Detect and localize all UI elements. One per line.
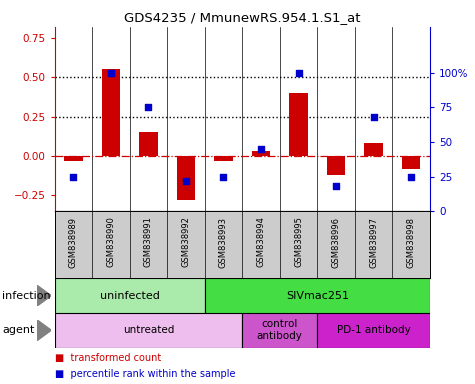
- Point: [332, 183, 340, 189]
- Bar: [64, 156, 83, 161]
- Text: ■  percentile rank within the sample: ■ percentile rank within the sample: [55, 369, 235, 379]
- Text: GSM838989: GSM838989: [69, 217, 78, 268]
- Text: control
antibody: control antibody: [257, 319, 303, 341]
- Polygon shape: [37, 285, 51, 306]
- Text: GSM838991: GSM838991: [144, 217, 153, 267]
- Text: GSM838998: GSM838998: [407, 217, 416, 268]
- Text: GSM838990: GSM838990: [106, 217, 115, 267]
- Text: GSM838993: GSM838993: [219, 217, 228, 268]
- Text: GSM838995: GSM838995: [294, 217, 303, 267]
- Bar: [327, 156, 345, 175]
- Title: GDS4235 / MmunewRS.954.1.S1_at: GDS4235 / MmunewRS.954.1.S1_at: [124, 11, 361, 24]
- Point: [182, 178, 190, 184]
- Polygon shape: [37, 320, 51, 341]
- Bar: [177, 156, 195, 200]
- Bar: [139, 132, 158, 156]
- Bar: [102, 70, 120, 156]
- Bar: [55, 278, 205, 313]
- Point: [370, 114, 377, 120]
- Point: [219, 174, 227, 180]
- Text: PD-1 antibody: PD-1 antibody: [337, 325, 410, 335]
- Point: [407, 174, 415, 180]
- Bar: [242, 313, 317, 348]
- Bar: [55, 313, 242, 348]
- Text: GSM838997: GSM838997: [369, 217, 378, 268]
- Bar: [317, 313, 430, 348]
- Text: GSM838994: GSM838994: [256, 217, 266, 267]
- Bar: [214, 156, 233, 161]
- Text: agent: agent: [2, 325, 35, 335]
- Point: [144, 104, 152, 110]
- Bar: [364, 144, 383, 156]
- Point: [294, 70, 302, 76]
- Text: SIVmac251: SIVmac251: [286, 291, 349, 301]
- Text: untreated: untreated: [123, 325, 174, 335]
- Bar: [402, 156, 420, 169]
- Bar: [289, 93, 308, 156]
- Text: infection: infection: [2, 291, 51, 301]
- Point: [69, 174, 77, 180]
- Bar: [252, 151, 270, 156]
- Bar: [205, 278, 430, 313]
- Text: GSM838996: GSM838996: [332, 217, 341, 268]
- Text: uninfected: uninfected: [100, 291, 160, 301]
- Text: ■  transformed count: ■ transformed count: [55, 353, 161, 363]
- Text: GSM838992: GSM838992: [181, 217, 190, 267]
- Point: [107, 70, 115, 76]
- Point: [257, 146, 265, 152]
